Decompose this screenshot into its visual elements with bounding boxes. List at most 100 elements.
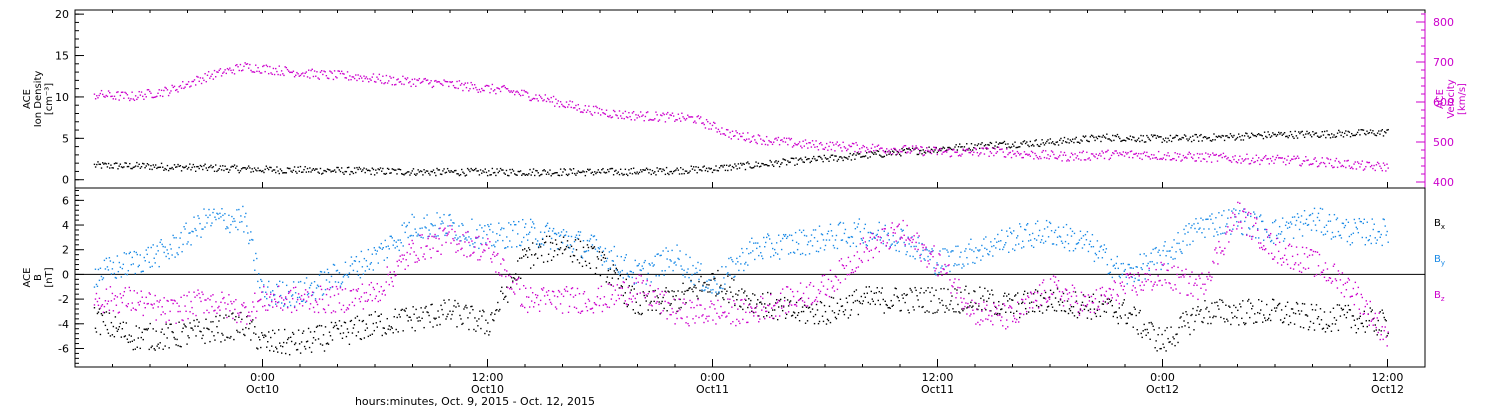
velocity-series-point [843,146,846,148]
density-series-point [336,166,338,169]
velocity-series-point [745,138,748,140]
density-series-point [958,143,961,145]
bx-series-point [1170,326,1172,328]
bx-series-point [747,306,749,309]
velocity-series-point [238,69,240,72]
by-series-point [451,225,453,227]
by-series-point [1214,228,1216,230]
velocity-series-point [325,75,328,77]
velocity-series-point [833,144,835,146]
bx-series-point [951,295,953,297]
bx-series-point [869,303,872,305]
by-series-point [1115,262,1118,265]
velocity-series-point [1140,153,1142,155]
by-series-point [216,212,218,215]
velocity-series-point [153,96,156,98]
density-series-point [329,169,331,171]
density-series-point [1026,141,1028,143]
by-series-point [586,239,589,242]
velocity-series-point [1186,157,1188,159]
density-series-point [1144,141,1147,143]
density-series-point [1107,138,1109,140]
bx-series-point [1137,333,1139,335]
by-series-point [1268,236,1271,239]
bx-series-point [1063,310,1066,312]
velocity-series-point [581,111,583,113]
by-series-point [617,271,620,273]
velocity-series-point [1148,156,1150,158]
bx-series-point [958,311,960,313]
bx-series-point [1080,304,1083,306]
by-series-point [250,231,252,233]
density-series-point [194,170,197,172]
by-series-point [673,262,675,264]
velocity-series-point [174,89,177,92]
velocity-series-point [412,83,415,85]
bx-series-point [717,269,719,272]
density-series-point [1219,135,1221,138]
by-series-point [1042,242,1045,244]
by-series-point [610,250,613,252]
density-series-point [936,151,939,154]
by-series-point [1070,235,1073,237]
bx-series-point [463,308,465,310]
by-series-point [138,264,140,267]
density-series-point [1387,128,1389,131]
by-series-point [1259,215,1261,218]
by-series-point [358,260,361,263]
velocity-series-point [1042,149,1044,152]
by-series-point [687,268,689,270]
bx-series-point [782,306,785,308]
density-series-point [830,154,833,157]
bx-series-point [1345,316,1348,319]
velocity-series-point [609,114,611,117]
by-series-point [1166,250,1168,252]
by-series-point [257,280,259,283]
by-series-point [694,272,696,275]
density-series-point [1036,143,1039,146]
density-series-point [1347,130,1349,133]
density-series-point [1061,142,1063,144]
density-series-point [477,170,479,172]
bx-series-point [1092,293,1095,295]
velocity-series-point [428,83,430,85]
velocity-series-point [379,79,382,82]
by-series-point [211,222,213,224]
velocity-series-point [889,152,891,154]
by-series-point [141,270,143,273]
density-series-point [977,143,980,145]
density-series-point [363,167,365,169]
density-series-point [737,163,740,165]
velocity-series-point [1104,151,1107,153]
density-series-point [1030,144,1033,147]
density-series-point [1354,134,1356,137]
velocity-series-point [835,143,837,145]
bx-series-point [337,328,340,330]
by-series-point [1058,235,1061,237]
density-series-point [495,174,497,177]
bx-series-point [1152,325,1154,327]
density-series-point [940,149,942,152]
density-series-point [459,173,462,176]
density-series-point [661,170,663,173]
by-series-point [1275,234,1278,237]
velocity-series-point [271,73,273,76]
bx-series-point [506,286,508,288]
density-series-point [1127,137,1129,140]
bx-series-point [973,290,975,292]
density-series-point [302,171,304,173]
by-series-point [491,244,493,247]
density-series-point [639,169,642,171]
by-series-point [1083,243,1086,246]
density-series-point [1069,139,1072,141]
density-series-point [351,171,353,173]
bx-series-point [184,325,186,327]
bx-series-point [734,304,736,307]
by-series-point [1378,230,1380,233]
density-series-point [771,164,774,166]
density-series-point [382,167,384,170]
by-series-point [1151,260,1153,263]
by-series-point [1047,236,1050,238]
density-series-point [1183,134,1186,136]
density-series-point [391,168,393,170]
